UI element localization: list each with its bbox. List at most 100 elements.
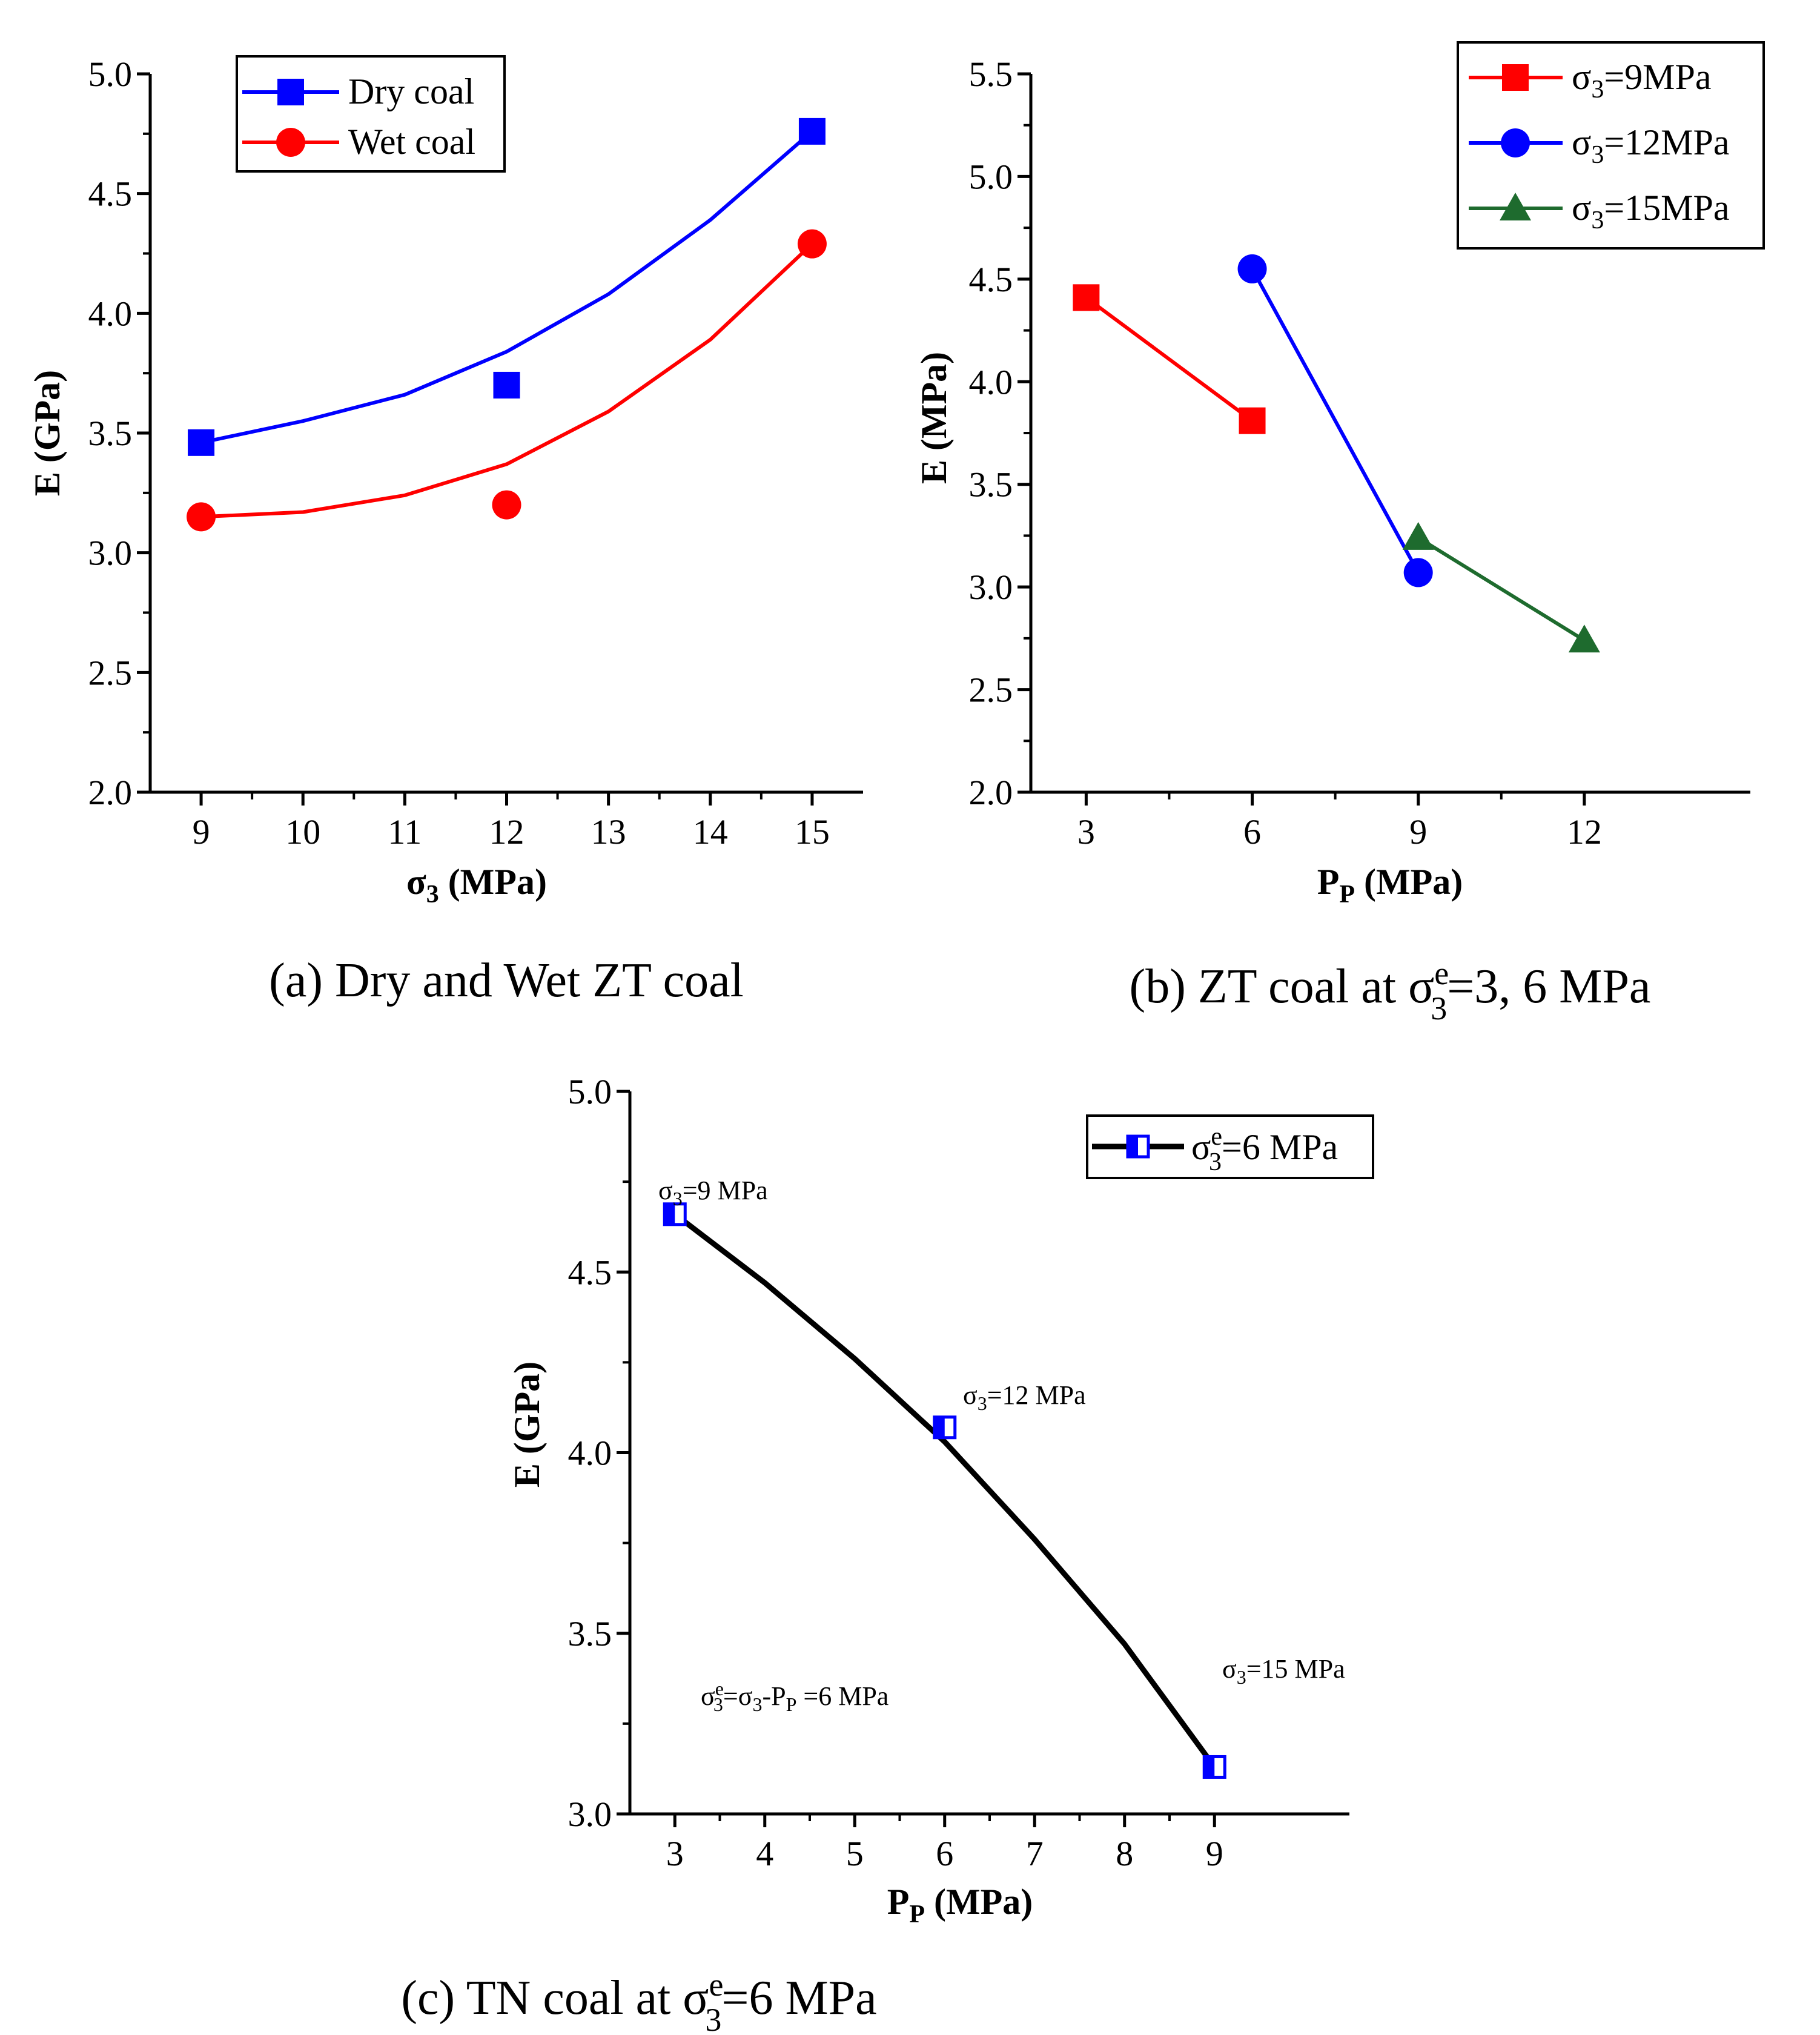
plot-b-markers <box>1073 254 1600 653</box>
plot-a-ticks: 9 10 11 12 13 14 15 2.0 2.5 3.0 3.5 4.0 4.5 5.0 <box>88 55 830 852</box>
panel-c-caption: (c) TN coal at σe 3=6 MPa <box>401 1967 876 2035</box>
plot-a-markers <box>187 117 827 532</box>
x-tick-label: 11 <box>388 812 422 852</box>
legend-label-tn: σe 3=6 MPa <box>1191 1123 1338 1176</box>
x-tick-label: 12 <box>1567 812 1602 852</box>
panel-a-caption: (a) Dry and Wet ZT coal <box>269 954 744 1007</box>
y-tick-label: 3.5 <box>568 1614 612 1653</box>
x-tick-label: 15 <box>795 812 830 852</box>
y-tick-label: 2.0 <box>969 773 1013 812</box>
line-s12 <box>1250 268 1420 574</box>
plot-b-x-axis-title: PP (MPa) <box>1317 862 1463 908</box>
s9-point <box>1073 284 1100 311</box>
x-tick-label: 6 <box>936 1834 953 1873</box>
plot-c-y-axis-title: E (GPa) <box>507 1362 547 1487</box>
panel-b-chart: 3 6 9 12 2.0 2.5 3.0 3.5 4.0 4.5 5.0 5.5 PP (MPa) E… <box>914 41 1765 1027</box>
y-tick-label: 3.0 <box>969 567 1013 607</box>
legend-label-wet-coal: Wet coal <box>348 122 475 162</box>
wet-point <box>797 229 827 259</box>
annotation-s12: σ3=12 MPa <box>963 1380 1086 1414</box>
x-tick-label: 3 <box>1077 812 1095 852</box>
y-tick-label: 2.0 <box>88 773 133 812</box>
y-tick-label: 5.0 <box>88 55 133 94</box>
s12-point <box>1403 558 1433 587</box>
y-tick-label: 5.5 <box>969 55 1013 94</box>
x-tick-label: 5 <box>846 1834 864 1873</box>
wet-point <box>187 502 216 532</box>
plot-c-markers <box>663 1202 1226 1779</box>
plot-a-legend: Dry coal Wet coal <box>236 55 506 173</box>
plot-b-ticks: 3 6 9 12 2.0 2.5 3.0 3.5 4.0 4.5 5.0 5.5 <box>969 55 1602 852</box>
y-tick-label: 4.5 <box>969 260 1013 299</box>
dry-point <box>493 371 520 399</box>
tn-point <box>663 1202 687 1226</box>
plot-c-x-axis-title: PP (MPa) <box>887 1882 1033 1928</box>
s9-point <box>1239 407 1266 434</box>
y-tick-label: 4.5 <box>88 174 133 214</box>
s15-point <box>1402 521 1434 550</box>
wet-point <box>492 490 521 520</box>
plot-b-legend: σ3=9MPa σ3=12MPa σ3=15MPa <box>1457 41 1765 250</box>
legend-label-s12: σ3=12MPa <box>1572 122 1730 169</box>
y-tick-label: 5.0 <box>969 157 1013 196</box>
x-tick-label: 9 <box>1206 1834 1223 1873</box>
tn-point <box>933 1415 957 1440</box>
s12-point <box>1237 254 1267 283</box>
annotation-formula: σe 3=σ3-PP =6 MPa <box>701 1678 888 1715</box>
legend-marker <box>1500 193 1531 220</box>
y-tick-label: 2.5 <box>88 653 133 692</box>
x-tick-label: 14 <box>693 812 728 852</box>
legend-label-dry-coal: Dry coal <box>348 71 474 111</box>
x-tick-label: 12 <box>489 812 524 852</box>
plot-a-fit-lines <box>200 130 813 519</box>
x-tick-label: 9 <box>193 812 210 852</box>
fit-line-wet <box>200 242 813 519</box>
x-tick-label: 7 <box>1026 1834 1044 1873</box>
y-tick-label: 3.0 <box>88 534 133 573</box>
panel-b-caption: (b) ZT coal at σe 3=3, 6 MPa <box>1130 955 1651 1027</box>
x-tick-label: 9 <box>1409 812 1427 852</box>
x-tick-label: 3 <box>666 1834 684 1873</box>
y-tick-label: 3.5 <box>969 465 1013 505</box>
annotation-s9: σ3=9 MPa <box>658 1176 768 1209</box>
fit-line-dry <box>200 130 813 445</box>
plot-a-y-axis-title: E (GPa) <box>27 370 67 496</box>
plot-c-legend: σe 3=6 MPa <box>1086 1114 1374 1179</box>
y-tick-label: 4.0 <box>88 294 133 333</box>
panel-a-chart: 9 10 11 12 13 14 15 2.0 2.5 3.0 3.5 4.0 4.5 5.0 σ3 (M… <box>27 55 863 1007</box>
tn-point <box>1202 1755 1226 1779</box>
legend-marker <box>1502 64 1529 91</box>
x-tick-label: 8 <box>1116 1834 1133 1873</box>
plot-c-ticks: 3 4 5 6 7 8 9 3.0 3.5 4.0 4.5 5.0 <box>568 1072 1223 1873</box>
x-tick-label: 6 <box>1243 812 1261 852</box>
plot-c-fit-line <box>673 1212 1217 1769</box>
legend-marker <box>1501 128 1530 157</box>
panel-c-chart: 3 4 5 6 7 8 93.03.54.04.55.0 PP (MPa) E (GPa) … <box>401 1072 1374 2035</box>
x-tick-label: 13 <box>591 812 626 852</box>
line-s15 <box>1417 536 1586 642</box>
y-tick-label: 3.5 <box>88 414 133 453</box>
plot-b-lines <box>1085 268 1586 642</box>
legend-label-s9: σ3=9MPa <box>1572 57 1712 104</box>
y-tick-label: 2.5 <box>969 670 1013 710</box>
fit-line-tn <box>673 1212 1217 1769</box>
s15-point <box>1568 624 1600 653</box>
dry-point <box>798 117 826 145</box>
legend-marker <box>1126 1134 1150 1159</box>
x-tick-label: 4 <box>756 1834 773 1873</box>
dry-point <box>188 429 215 456</box>
line-s9 <box>1085 296 1254 423</box>
plot-b-y-axis-title: E (MPa) <box>914 352 954 484</box>
legend-label-s15: σ3=15MPa <box>1572 188 1730 234</box>
y-tick-label: 4.0 <box>969 362 1013 402</box>
y-tick-label: 5.0 <box>568 1072 612 1111</box>
legend-marker <box>277 79 304 105</box>
annotation-s15: σ3=15 MPa <box>1222 1654 1345 1688</box>
y-tick-label: 3.0 <box>568 1795 612 1834</box>
y-tick-label: 4.0 <box>568 1434 612 1473</box>
legend-marker <box>276 128 305 157</box>
plot-a-x-axis-title: σ3 (MPa) <box>406 862 547 908</box>
y-tick-label: 4.5 <box>568 1252 612 1292</box>
x-tick-label: 10 <box>285 812 320 852</box>
